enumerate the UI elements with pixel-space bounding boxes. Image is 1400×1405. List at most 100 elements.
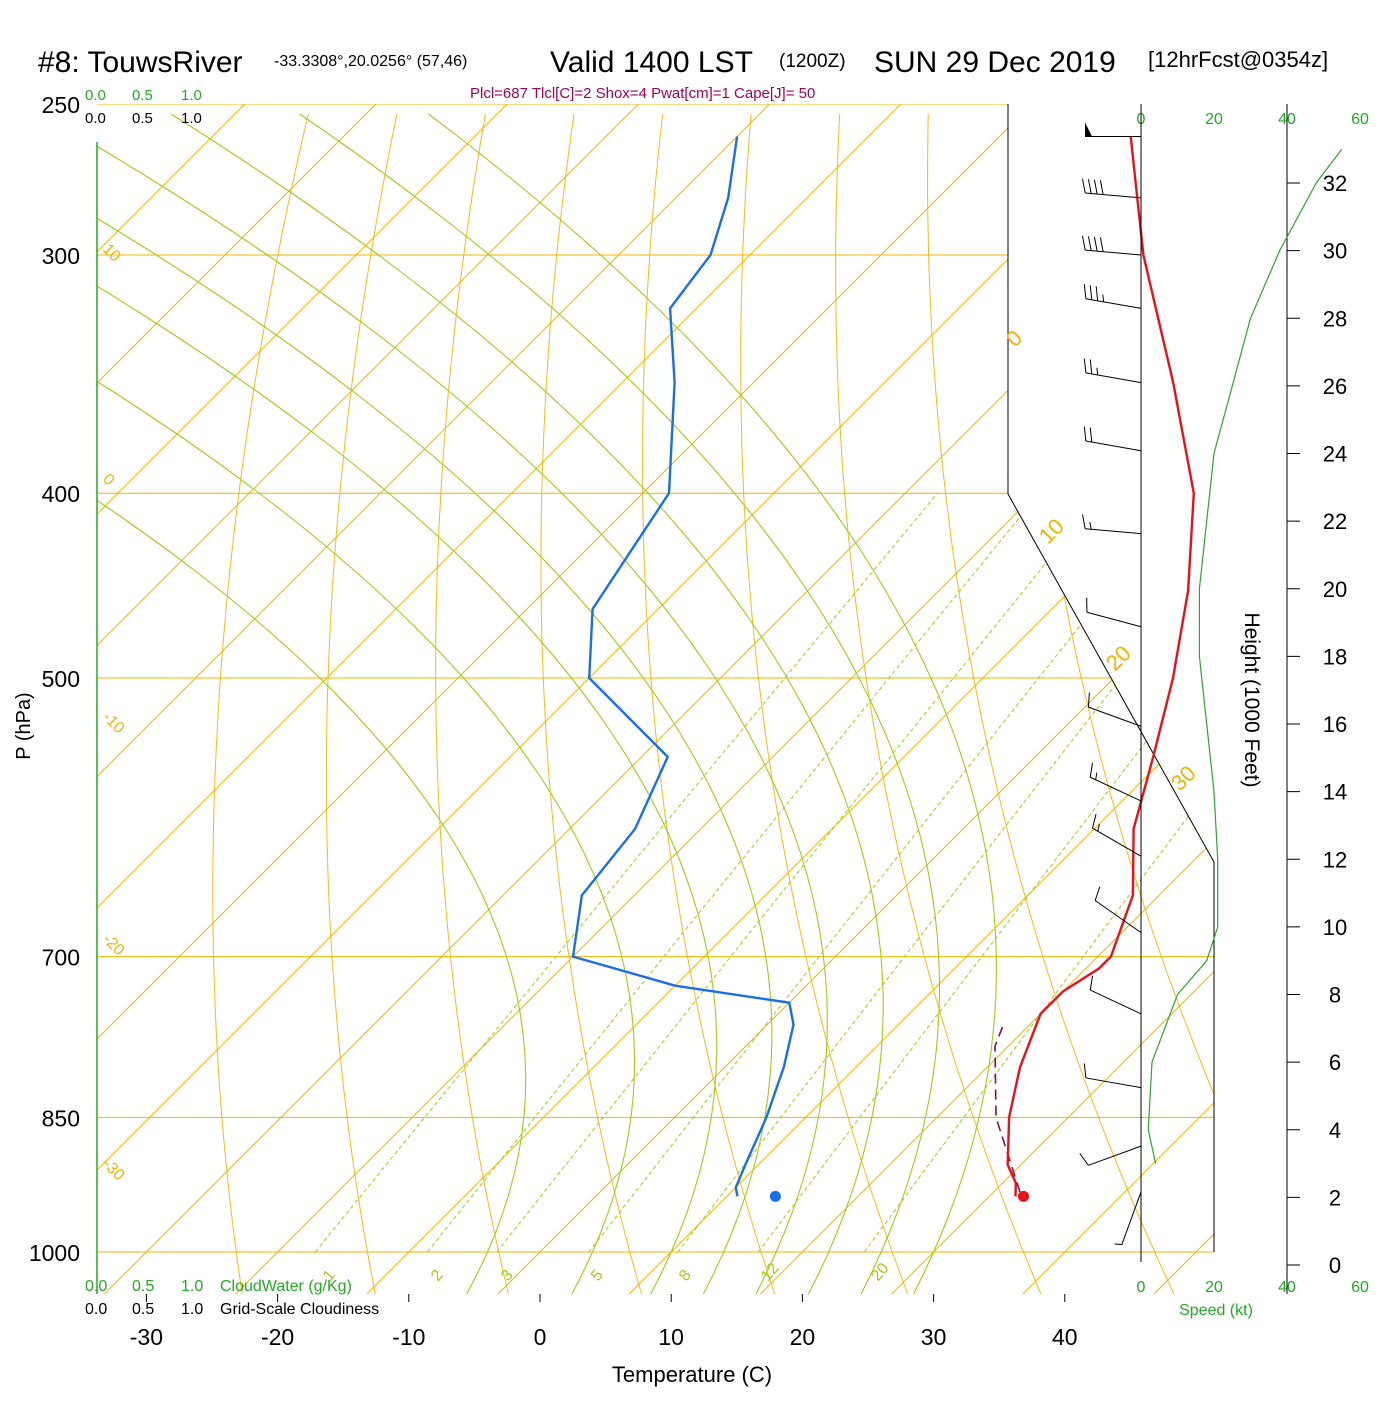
wind-barb-shaft bbox=[1086, 441, 1141, 451]
cloud-top-black-1: 0.5 bbox=[132, 110, 153, 127]
cloud-bottom-black-2: 1.0 bbox=[181, 1301, 203, 1318]
cloud-top-green-2: 1.0 bbox=[181, 87, 202, 104]
wind-barb-feather bbox=[1090, 359, 1092, 373]
cloud-top-black-0: 0.0 bbox=[85, 110, 106, 127]
wind-barb-feather bbox=[1082, 236, 1085, 250]
isotherm-label-left-1: 0 bbox=[99, 471, 117, 489]
wind-barb-15 bbox=[1115, 1192, 1141, 1245]
cloud-bottom-green-2: 1.0 bbox=[181, 1278, 203, 1295]
x-tick-40: 40 bbox=[1052, 1324, 1078, 1350]
isotherm-0 bbox=[498, 104, 1400, 1294]
wind-barb-4 bbox=[1084, 358, 1141, 382]
wind-barb-feather bbox=[1088, 236, 1091, 250]
cloudiness-label: Grid-Scale Cloudiness bbox=[220, 1301, 379, 1318]
station-title: #8: TouwsRiver bbox=[38, 46, 243, 79]
wind-barb-shaft bbox=[1086, 1078, 1141, 1088]
wind-barb-shaft bbox=[1085, 193, 1141, 198]
speed-tick-top-60: 60 bbox=[1351, 111, 1369, 128]
cloud-bottom-green-0: 0.0 bbox=[85, 1278, 107, 1295]
isotherm--20 bbox=[236, 104, 1400, 1294]
valid-time: Valid 1400 LST bbox=[550, 46, 753, 79]
dry-adiabat-360 bbox=[1283, 114, 1400, 1294]
x-tick--20: -20 bbox=[261, 1324, 294, 1350]
x-tick-10: 10 bbox=[658, 1324, 684, 1350]
mixing-ratio-line-2 bbox=[427, 493, 1039, 1252]
cloudwater-label: CloudWater (g/Kg) bbox=[220, 1278, 352, 1295]
isotherm--80 bbox=[0, 104, 638, 1294]
mixing-ratio-line-5 bbox=[589, 493, 1186, 1252]
dry-adiabat-370 bbox=[1371, 114, 1400, 1294]
height-tick-28: 28 bbox=[1323, 306, 1347, 331]
stability-indices: Plcl=687 Tlcl[C]=2 Shox=4 Pwat[cm]=1 Cap… bbox=[470, 85, 815, 102]
isotherm-30 bbox=[892, 104, 1400, 1294]
isotherm-label-left-2: -10 bbox=[99, 709, 127, 737]
dry-adiabat-350 bbox=[1194, 114, 1400, 1294]
isotherm-label-left-4: -30 bbox=[99, 1156, 127, 1184]
pressure-tick-850: 850 bbox=[42, 1105, 80, 1131]
wind-barb-feather bbox=[1088, 693, 1089, 708]
wind-barb-5 bbox=[1084, 427, 1141, 451]
height-tick-30: 30 bbox=[1323, 239, 1347, 264]
height-tick-0: 0 bbox=[1329, 1253, 1341, 1278]
wind-barb-half-feather bbox=[1096, 773, 1097, 780]
forecast-info: [12hrFcst@0354z] bbox=[1148, 47, 1328, 72]
mixing-ratio-label-20: 20 bbox=[868, 1260, 893, 1285]
isotherm-label-left-0: 10 bbox=[99, 241, 124, 266]
isotherm-label-left-3: -20 bbox=[99, 931, 127, 959]
cloud-top-green-0: 0.0 bbox=[85, 87, 106, 104]
height-tick-8: 8 bbox=[1329, 983, 1341, 1008]
wind-barb-feather bbox=[1084, 1063, 1086, 1077]
wind-barb-feather bbox=[1090, 428, 1092, 442]
mixing-ratio-label-8: 8 bbox=[676, 1267, 695, 1285]
x-tick--10: -10 bbox=[392, 1324, 425, 1350]
wind-barb-feather bbox=[1096, 286, 1098, 300]
height-tick-10: 10 bbox=[1323, 915, 1347, 940]
isotherm-50 bbox=[1154, 104, 1400, 1294]
height-tick-14: 14 bbox=[1323, 780, 1347, 805]
wind-barb-feather bbox=[1095, 887, 1100, 901]
wind-barb-half-feather bbox=[1097, 368, 1098, 375]
wind-barb-feather bbox=[1084, 427, 1086, 441]
wind-barb-2 bbox=[1082, 236, 1141, 255]
isotherm-60 bbox=[1285, 104, 1400, 1294]
temperature-line bbox=[1008, 137, 1194, 1197]
wind-barb-0 bbox=[1085, 122, 1141, 136]
height-tick-4: 4 bbox=[1329, 1118, 1341, 1143]
height-tick-20: 20 bbox=[1323, 577, 1347, 602]
height-axis-label: Height (1000 Feet) bbox=[1240, 612, 1263, 787]
wind-barb-feather bbox=[1094, 237, 1097, 251]
cloud-bottom-green-1: 0.5 bbox=[132, 1278, 154, 1295]
height-tick-6: 6 bbox=[1329, 1050, 1341, 1075]
pressure-tick-250: 250 bbox=[42, 92, 80, 118]
wind-barb-feather bbox=[1100, 237, 1103, 251]
wind-panel: 0 20 40 60 0 20 40 60 Speed (kt) Height … bbox=[1080, 104, 1369, 1319]
height-tick-26: 26 bbox=[1323, 374, 1347, 399]
mixing-ratio-label-12: 12 bbox=[758, 1260, 783, 1285]
x-tick-0: 0 bbox=[534, 1324, 547, 1350]
wind-barb-3 bbox=[1084, 284, 1141, 308]
isotherm-label-right-0: 0 bbox=[1001, 325, 1027, 351]
wind-barb-feather bbox=[1093, 814, 1097, 828]
x-axis-title: Temperature (C) bbox=[612, 1362, 772, 1387]
wind-barb-11 bbox=[1095, 887, 1141, 933]
wind-barb-half-feather bbox=[1115, 1244, 1122, 1245]
pressure-tick-700: 700 bbox=[42, 945, 80, 971]
isotherm--110 bbox=[0, 104, 245, 1294]
cloud-scale-bottom: 0.0 0.5 1.0 CloudWater (g/Kg) 0.0 0.5 1.… bbox=[85, 1278, 379, 1318]
wind-barb-feather bbox=[1094, 180, 1097, 194]
speed-tick-bottom-60: 60 bbox=[1351, 1279, 1369, 1296]
wind-barb-7 bbox=[1087, 598, 1141, 627]
pressure-tick-1000: 1000 bbox=[29, 1240, 80, 1266]
x-tick-20: 20 bbox=[790, 1324, 816, 1350]
cloud-bottom-black-0: 0.0 bbox=[85, 1301, 107, 1318]
wind-barb-flag bbox=[1085, 122, 1092, 136]
cloud-scale-top: 0.0 0.5 1.0 0.0 0.5 1.0 bbox=[85, 87, 202, 127]
isotherm-20 bbox=[760, 104, 1400, 1294]
wind-barb-14 bbox=[1080, 1146, 1141, 1165]
wind-barb-feather bbox=[1084, 358, 1086, 372]
speed-tick-bottom-0: 0 bbox=[1137, 1279, 1146, 1296]
y-axis-title: P (hPa) bbox=[13, 692, 35, 759]
surface-temperature-point bbox=[1018, 1191, 1029, 1202]
mixing-ratio-line-8 bbox=[678, 493, 1266, 1252]
